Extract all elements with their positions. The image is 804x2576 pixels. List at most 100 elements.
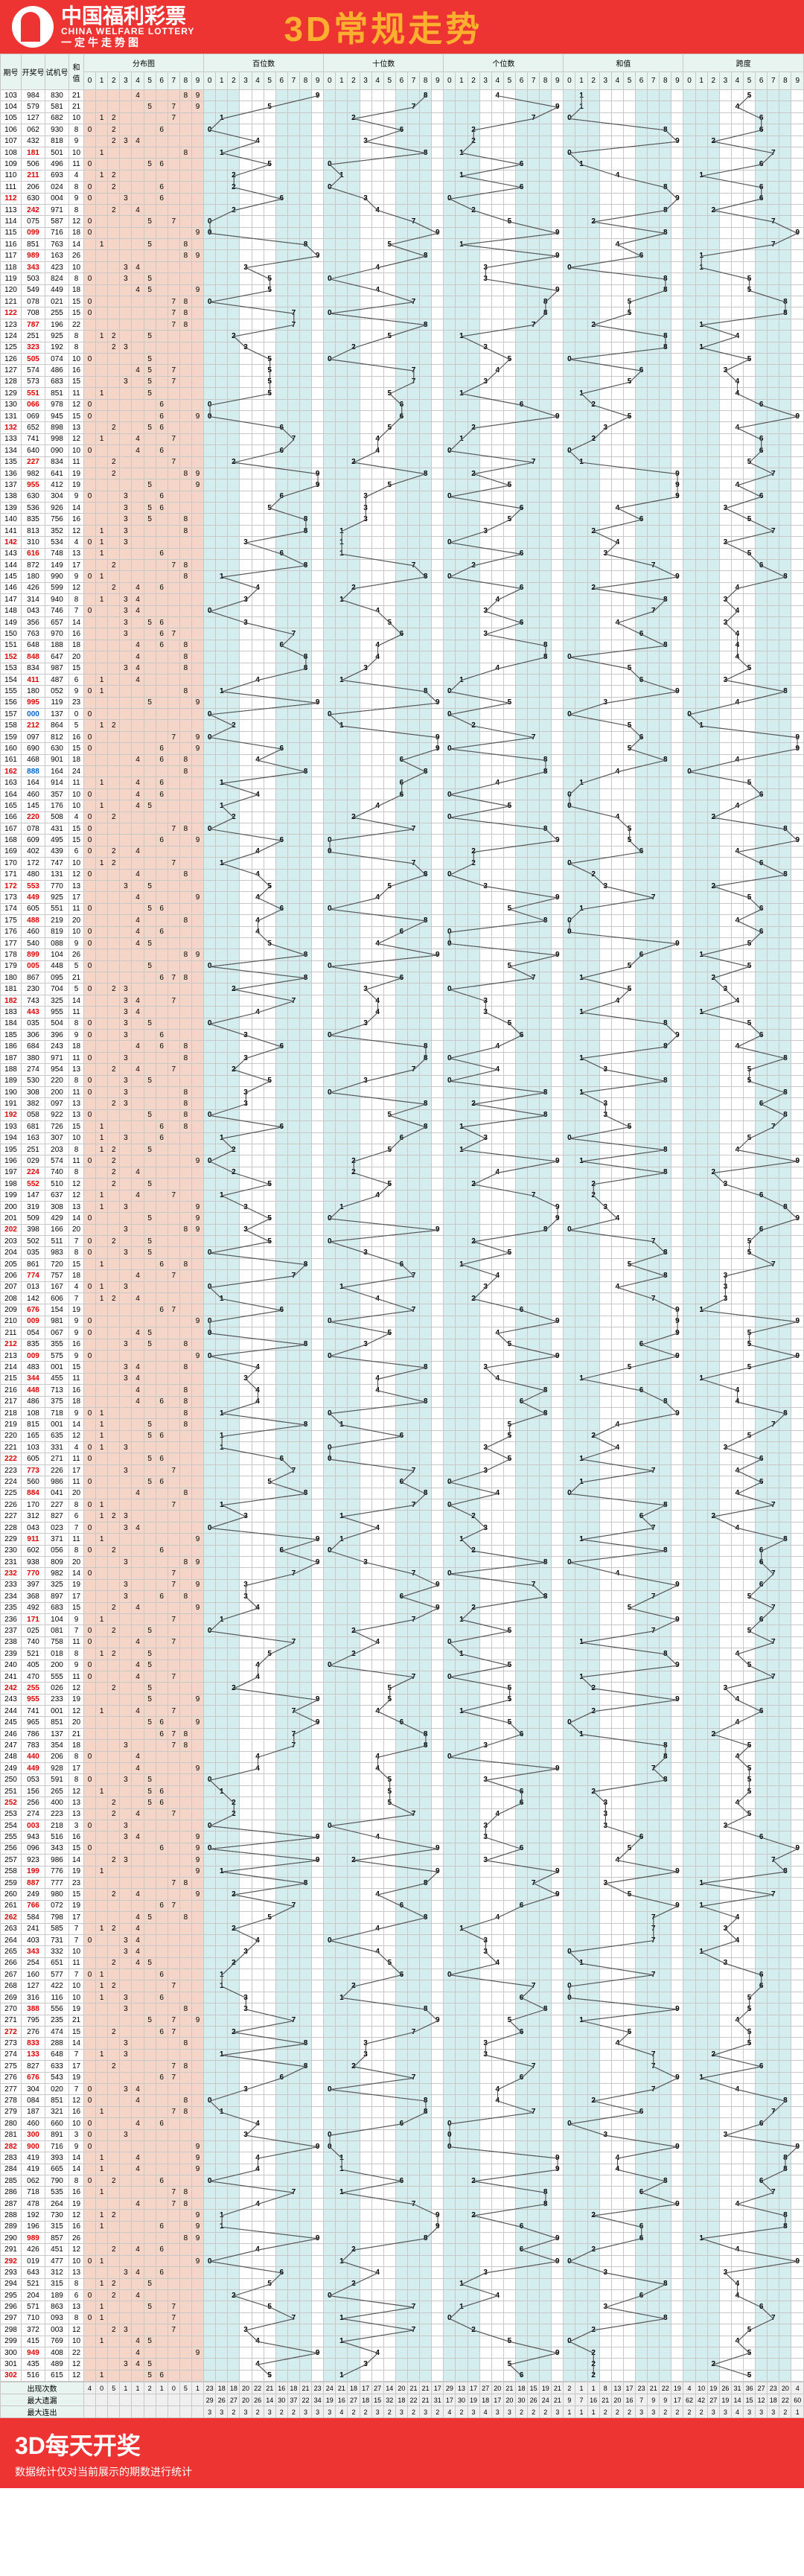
table-row: 1764608191004646006 [1,926,804,937]
table-row: 204035983803503585 [1,1247,804,1258]
table-row: 2602499801524924957 [1,1889,804,1900]
table-row: 2965718631315757136 [1,2301,804,2312]
digit-header: 7 [768,72,779,90]
col-sum: 和值 [69,54,84,90]
brand-tag: 一定牛走势图 [61,37,194,48]
table-row: 142310534401331043 [1,537,804,548]
table-row: 2174863751846848684 [1,1396,804,1407]
table-row: 1631649141114616415 [1,777,804,788]
table-row: 239521018812552184 [1,1648,804,1660]
digit-header: 9 [791,72,804,90]
table-row: 24844020680444084 [1,1751,804,1762]
digit-header: 4 [252,72,264,90]
table-row: 2681274221012712706 [1,1980,804,1992]
col-h: 百位数 [204,54,324,72]
table-row: 1873809711103838018 [1,1052,804,1063]
table-row: 1051276821012712706 [1,112,804,124]
table-row: 155180052901818098 [1,686,804,697]
table-row: 16622050840222042 [1,812,804,823]
digit-header: 0 [683,72,695,90]
table-row: 1395369261435653643 [1,503,804,514]
digit-header: 0 [444,72,456,90]
table-row: 195251203812525184 [1,1144,804,1155]
table-row: 181230704502323053 [1,983,804,995]
table-row: 1701727471012717206 [1,858,804,869]
digit-header: 7 [648,72,660,90]
table-row: 2625847981745858474 [1,1912,804,1923]
table-row: 15821286451221251 [1,720,804,731]
table-row: 1686094951506960959 [1,835,804,846]
col-dist: 分布图 [84,54,204,72]
table-row: 258199776191919998 [1,1866,804,1877]
digit-header: 1 [575,72,587,90]
table-row: 183443955113444311 [1,1007,804,1018]
table-row: 173449925174944975 [1,892,804,903]
table-row: 2881927301212919228 [1,2210,804,2221]
table-row: 228043023703404374 [1,1522,804,1533]
table-row: 2226052711105660516 [1,1453,804,1464]
table-row: 184035504803503585 [1,1018,804,1029]
col-hz: 和值 [564,54,683,72]
table-row: 1493566571435635643 [1,616,804,628]
table-row: 1507639701636776364 [1,628,804,640]
table-row: 152848647204884804 [1,651,804,663]
digit-header: 6 [636,72,648,90]
table-row: 137955412195995594 [1,479,804,491]
col-draw: 开奖号 [22,54,45,90]
table-row: 2804606601004646006 [1,2118,804,2129]
header-bar: 中国福利彩票 CHINA WELFARE LOTTERY 一定牛走势图 3D常规… [0,0,804,54]
table-row: 1670784311507807858 [1,823,804,835]
table-row: 223773226173777374 [1,1464,804,1476]
table-row: 21300957590900999 [1,1350,804,1361]
table-row: 243955233195995594 [1,1694,804,1705]
digit-header: 4 [491,72,503,90]
table-row: 117989163268998961 [1,250,804,261]
digit-header: 1 [456,72,468,90]
digit-header: 9 [312,72,324,90]
footer-sub: 数据统计仅对当前展示的期数进行统计 [15,2464,789,2479]
table-row: 1920589221305805838 [1,1109,804,1120]
table-row: 207013167401301343 [1,1281,804,1292]
table-row: 2920194771001901909 [1,2255,804,2266]
table-row: 2914264511224642624 [1,2244,804,2255]
table-row: 265343332103434301 [1,1946,804,1957]
table-row: 216448713164844864 [1,1385,804,1396]
table-row: 267160577701616076 [1,1969,804,1980]
digit-header: 3 [240,72,252,90]
table-row: 242255026122525523 [1,1683,804,1694]
digit-header: 7 [407,72,419,90]
table-row: 2477833541837878385 [1,1740,804,1751]
table-row: 23617110491717196 [1,1613,804,1625]
digit-header: 9 [671,72,683,90]
table-row: 1570001370000000 [1,709,804,720]
digit-header: 8 [179,72,191,90]
digit-header: 0 [84,72,96,90]
table-row: 218108718901810898 [1,1407,804,1418]
digit-header: 5 [264,72,275,90]
digit-header: 8 [779,72,791,90]
digit-header: 2 [587,72,599,90]
digit-header: 4 [371,72,383,90]
digit-header: 9 [552,72,564,90]
digit-header: 5 [623,72,635,90]
table-row: 2532742231324727435 [1,1808,804,1820]
digit-header: 5 [383,72,395,90]
table-row: 1227082551507870858 [1,307,804,319]
table-row: 178899104268989961 [1,949,804,960]
digit-header: 4 [731,72,743,90]
table-row: 135227834112722715 [1,456,804,468]
table-row: 2844196651414941948 [1,2164,804,2175]
table-row: 2467861372167878612 [1,1728,804,1739]
table-row: 1808670952167886712 [1,972,804,983]
table-row: 1941633071013616305 [1,1132,804,1144]
table-row: 11021169341221141 [1,170,804,181]
table-row: 148043746703404374 [1,605,804,616]
digit-header: 1 [336,72,348,90]
table-row: 270388556193838895 [1,2003,804,2015]
table-row: 203502511702550275 [1,1236,804,1247]
table-row: 2994157691014541504 [1,2336,804,2347]
table-row: 1590978121607909769 [1,731,804,742]
table-row: 115099716180909989 [1,227,804,238]
table-row: 177540088904554095 [1,937,804,949]
table-row: 2936433121334664333 [1,2267,804,2278]
